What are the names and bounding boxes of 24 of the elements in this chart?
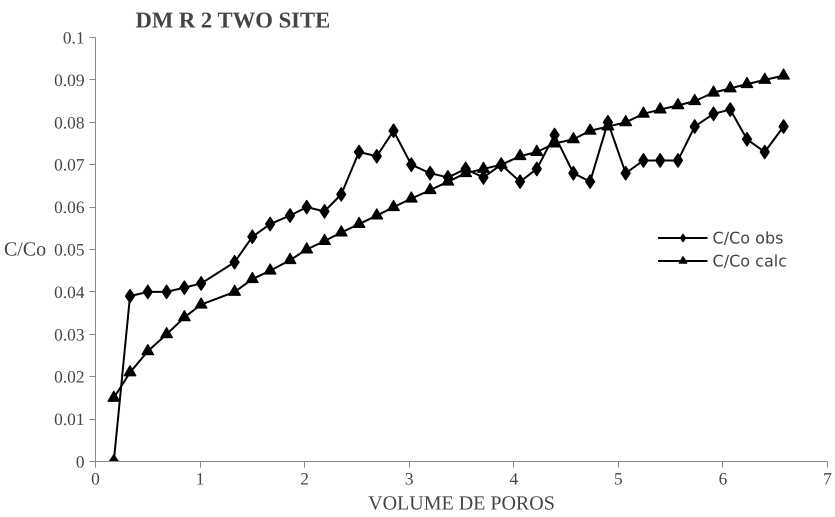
- x-tick-label: 2: [300, 470, 309, 488]
- y-tick-label: 0.09: [54, 70, 85, 90]
- y-tick-label: 0.07: [54, 156, 85, 175]
- y-tick-label: 0.01: [54, 410, 85, 430]
- y-tick-label: 0.04: [54, 282, 85, 302]
- chart-title: DM R 2 TWO SITE: [136, 8, 330, 32]
- x-tick-label: 4: [509, 470, 518, 488]
- y-tick-label: 0.08: [54, 113, 85, 132]
- x-tick-label: 7: [823, 470, 832, 488]
- x-tick-label: 1: [196, 470, 204, 488]
- y-tick-label: 0.03: [54, 325, 85, 344]
- x-tick-label: 6: [718, 470, 728, 488]
- y-tick-label: 0.06: [54, 198, 85, 218]
- y-tick-label: 0.05: [54, 240, 85, 260]
- y-axis-title: C/Co: [4, 238, 46, 260]
- y-tick-label: 0.02: [54, 368, 85, 387]
- legend-label: C/Co calc: [712, 251, 787, 270]
- y-tick-label: 0.1: [62, 28, 85, 48]
- x-tick-label: 5: [614, 470, 623, 488]
- x-tick-label: 0: [91, 470, 100, 488]
- x-tick-label: 3: [404, 470, 414, 488]
- x-axis-title: VOLUME DE POROS: [368, 492, 555, 514]
- legend-label: C/Co obs: [712, 228, 784, 247]
- y-tick-label: 0: [76, 452, 85, 472]
